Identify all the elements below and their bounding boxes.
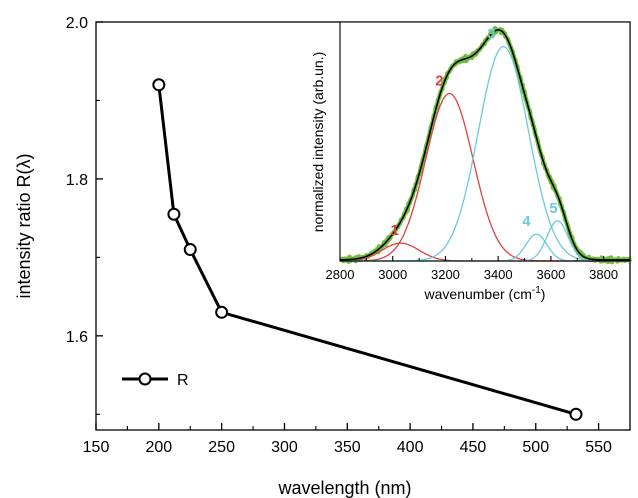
x-tick-label: 350 <box>334 439 361 456</box>
inset-x-tick-label: 3600 <box>536 267 565 282</box>
x-tick-label: 400 <box>397 439 424 456</box>
main-ticks: 150 200 250 300 350 400 450 500 550 1.6 1.8 2.0 <box>66 15 612 456</box>
x-tick-label: 300 <box>271 439 298 456</box>
main-y-axis-title: intensity ratio R(λ) <box>14 153 34 298</box>
data-point <box>167 207 181 221</box>
main-series <box>152 78 583 421</box>
inset-frame <box>339 21 631 262</box>
x-tick-label: 450 <box>460 439 487 456</box>
main-x-axis-title: wavelength (nm) <box>277 478 411 498</box>
data-point <box>215 305 229 319</box>
x-tick-label: 200 <box>145 439 172 456</box>
x-tick-label: 550 <box>585 439 612 456</box>
inset-ticks: 2800 3000 3200 3400 3600 3800 <box>326 256 618 282</box>
legend-marker <box>138 372 152 386</box>
data-point <box>183 243 197 257</box>
legend-label: R <box>177 372 189 389</box>
inset-x-tick-label: 3800 <box>589 267 618 282</box>
inset-y-axis-title: normalized intensity (arb.un.) <box>310 52 326 233</box>
y-tick-label: 1.6 <box>66 329 88 346</box>
inset-x-tick-label: 3400 <box>484 267 513 282</box>
legend: R <box>122 372 189 389</box>
inset-x-tick-label: 2800 <box>326 267 355 282</box>
inset-chart: 2800 3000 3200 3400 3600 3800 wavenumber (cm-… <box>310 21 633 302</box>
y-tick-label: 1.8 <box>66 172 88 189</box>
peak-label-4: 4 <box>522 213 531 230</box>
x-tick-label: 500 <box>522 439 549 456</box>
peak-label-2: 2 <box>435 72 443 89</box>
data-point <box>152 78 166 92</box>
peak-label-1: 1 <box>390 222 398 239</box>
inset-background <box>340 22 630 261</box>
fit-envelope <box>339 29 631 261</box>
y-tick-label: 2.0 <box>66 15 88 32</box>
inset-x-tick-label: 3000 <box>378 267 407 282</box>
inset-x-axis-title: wavenumber (cm-1) <box>424 285 546 302</box>
data-point <box>569 407 583 421</box>
inset-x-tick-label: 3200 <box>431 267 460 282</box>
inset-peak-labels: 1 2 3 4 5 <box>390 26 557 240</box>
x-tick-label: 150 <box>83 439 110 456</box>
peak-label-3: 3 <box>487 26 495 43</box>
x-tick-label: 250 <box>208 439 235 456</box>
peak-label-5: 5 <box>549 200 557 217</box>
